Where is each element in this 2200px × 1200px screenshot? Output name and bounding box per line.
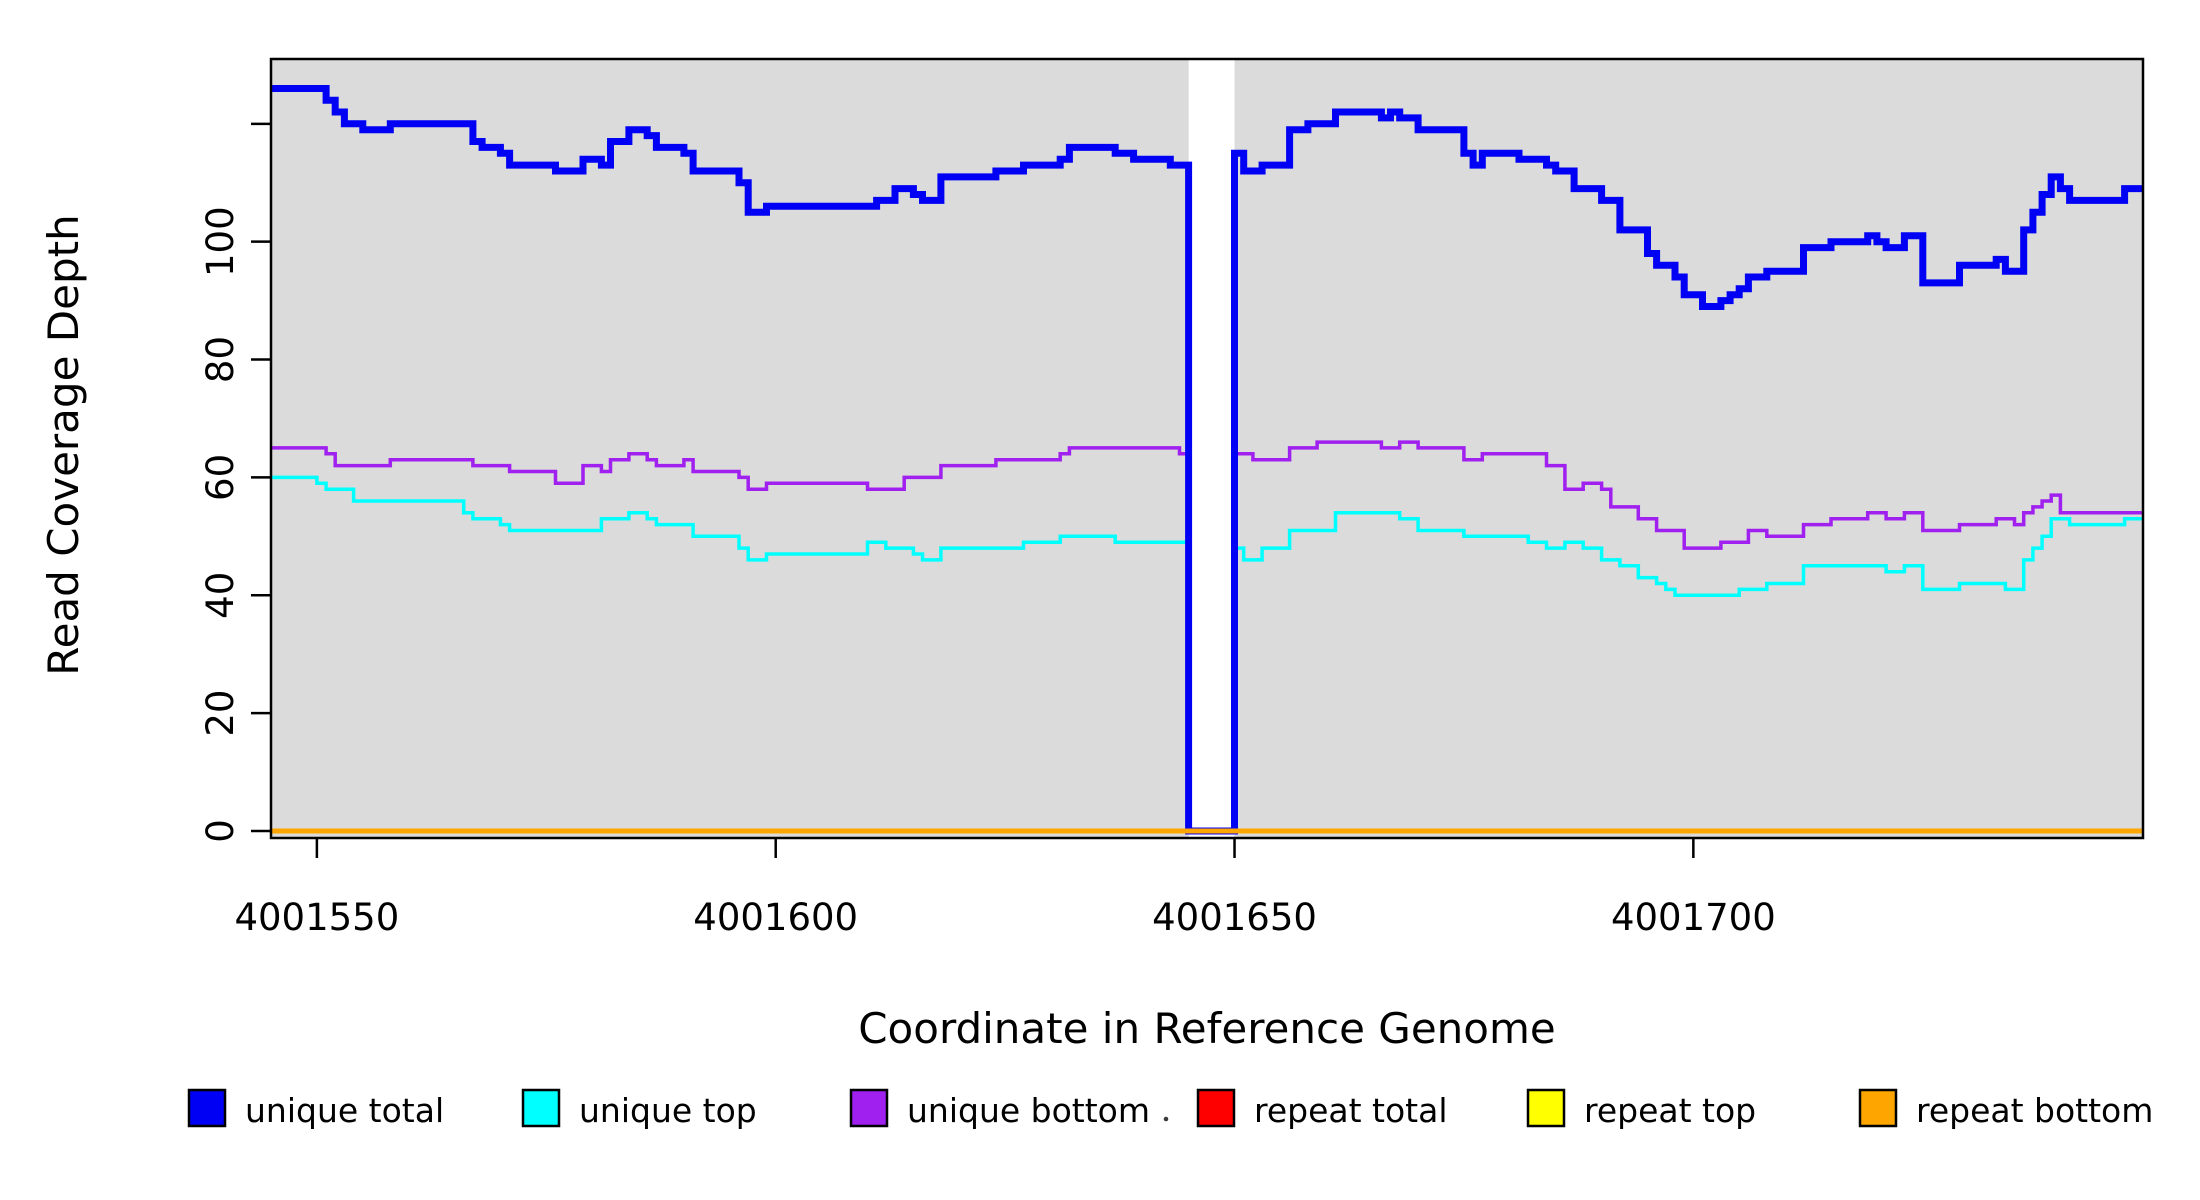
legend-swatch <box>187 1088 227 1128</box>
legend-label: unique bottom <box>907 1091 1150 1130</box>
legend-label: unique top <box>579 1091 757 1130</box>
series-line-unique-top <box>271 475 2143 833</box>
legend-swatch <box>521 1088 561 1128</box>
legend-item-repeat-top: repeat top <box>1526 1088 1756 1130</box>
x-tick-label: 4001700 <box>1611 896 1776 939</box>
x-tick-label: 4001650 <box>1152 896 1317 939</box>
plot-border <box>269 57 2145 840</box>
legend-swatch <box>1858 1088 1898 1128</box>
series-lines <box>271 85 2143 835</box>
y-tick-label: 80 <box>199 336 242 383</box>
legend-label: unique total <box>245 1091 444 1130</box>
y-tick-label: 40 <box>199 572 242 619</box>
plot-frame <box>269 57 2145 840</box>
series-line-unique-bottom <box>271 440 2143 833</box>
stray-dot <box>1163 1116 1169 1122</box>
x-tick-label: 4001550 <box>234 896 399 939</box>
x-tick-label: 4001600 <box>693 896 858 939</box>
x-axis-title: Coordinate in Reference Genome <box>858 1004 1556 1053</box>
legend-item-unique-bottom: unique bottom <box>849 1088 1150 1130</box>
legend-item-unique-total: unique total <box>187 1088 444 1130</box>
legend-swatch <box>1526 1088 1566 1128</box>
series-line-unique-total <box>271 85 2143 835</box>
legend-label: repeat total <box>1254 1091 1448 1130</box>
legend-label: repeat top <box>1584 1091 1756 1130</box>
y-tick-label: 20 <box>199 690 242 737</box>
legend-item-repeat-bottom: repeat bottom <box>1858 1088 2153 1130</box>
legend-label: repeat bottom <box>1916 1091 2153 1130</box>
y-axis-title: Read Coverage Depth <box>39 214 88 675</box>
y-tick-label: 60 <box>199 454 242 501</box>
y-tick-label: 0 <box>199 819 242 843</box>
legend-item-unique-top: unique top <box>521 1088 757 1130</box>
zero-coverage-gap-band <box>1188 59 1235 838</box>
axes: 4001550 4001600 4001650 4001700 0 20 40 60 80 100 <box>199 122 1776 939</box>
legend-item-repeat-total: repeat total <box>1196 1088 1448 1130</box>
plot-panel <box>271 59 2143 838</box>
legend-swatch <box>849 1088 889 1128</box>
y-tick-label: 100 <box>199 206 242 277</box>
legend-swatch <box>1196 1088 1236 1128</box>
legend: unique total unique top unique bottom repea… <box>187 1088 2153 1130</box>
